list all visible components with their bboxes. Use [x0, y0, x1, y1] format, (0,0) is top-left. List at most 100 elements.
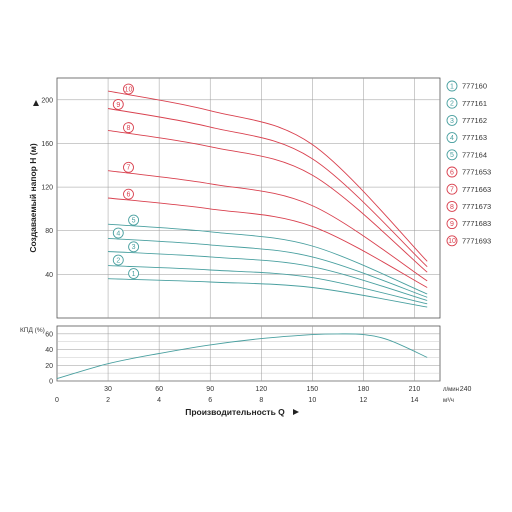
head-curve-10: [108, 90, 428, 262]
x-axis-unit-m3h: м³/ч: [443, 398, 454, 404]
head-y-tick-label: 120: [41, 185, 53, 192]
x-tick-label-lpm: 120: [255, 386, 267, 393]
x-axis-arrow: [293, 409, 299, 415]
x-tick-label-m3h: 14: [411, 397, 419, 404]
x-tick-label-lpm: 180: [358, 386, 370, 393]
head-curve-6: [108, 197, 428, 288]
head-curve-badge-3: [128, 241, 140, 253]
head-curve-badge-label: 2: [116, 257, 120, 264]
head-curve-2: [108, 265, 428, 305]
efficiency-y-ticks: 0 20 40 60: [45, 331, 53, 385]
legend-badge-10: [446, 235, 458, 247]
legend-badge-6: [446, 166, 458, 178]
x-tick-label-lpm: 240: [460, 386, 472, 393]
head-y-axis-arrow: [33, 100, 39, 106]
head-curve-1: [108, 278, 428, 308]
legend-entry-777162: 777162: [462, 116, 487, 125]
head-y-ticks: 40 80 120 160 200: [41, 97, 53, 279]
legend-badge-9: [446, 218, 458, 230]
legend-badge-label: 7: [450, 187, 454, 194]
legend-entry-777164: 777164: [462, 150, 487, 159]
head-curve-badge-label: 6: [127, 192, 131, 199]
legend-badge-4: [446, 132, 458, 144]
head-curve-badge-5: [128, 214, 140, 226]
x-tick-label-lpm: 30: [104, 386, 112, 393]
head-curve-9: [108, 108, 428, 268]
legend-entry-777161: 777161: [462, 99, 487, 108]
legend-entry-7771673: 7771673: [462, 202, 491, 211]
x-tick-label-m3h: 6: [208, 397, 212, 404]
x-tick-label-lpm: 60: [155, 386, 163, 393]
legend-badge-8: [446, 200, 458, 212]
head-curve-5: [108, 223, 428, 295]
legend-entry-777160: 777160: [462, 82, 487, 91]
head-curve-badge-label: 5: [132, 217, 136, 224]
legend-entry-7771693: 7771693: [462, 236, 491, 245]
head-curve-badge-6: [123, 188, 134, 200]
efficiency-curve: [56, 333, 428, 380]
x-axis-ticks-m3h: 0 2 4 6 8 10 12 14: [55, 397, 418, 404]
head-curve-badge-label: 1: [132, 271, 136, 278]
head-curve-labels: 1 2 3 4 5 6 7 8 9 10: [112, 83, 140, 279]
x-tick-label-m3h: 8: [259, 397, 263, 404]
x-tick-label-m3h: 12: [360, 397, 368, 404]
x-axis-ticks-lpm: 30 60 90 120 150 180 210 240: [104, 386, 471, 393]
head-y-tick-label: 160: [41, 141, 53, 148]
head-curve-badge-label: 9: [116, 102, 120, 109]
x-tick-label-lpm: 150: [306, 386, 318, 393]
head-curve-badge-9: [112, 98, 124, 110]
legend-badge-label: 5: [450, 152, 454, 159]
legend-badge-label: 1: [450, 83, 454, 90]
x-tick-label-m3h: 4: [157, 397, 161, 404]
efficiency-y-tick-label: 20: [45, 363, 53, 370]
x-tick-label-m3h: 2: [106, 397, 110, 404]
legend-badge-label: 6: [450, 169, 454, 176]
legend-badge-1: [446, 80, 458, 92]
head-y-axis-title: Создаваемый напор H (м): [28, 143, 38, 253]
head-curve-badge-label: 10: [125, 86, 133, 93]
head-y-tick-label: 80: [45, 228, 53, 235]
efficiency-y-tick-label: 60: [45, 331, 53, 338]
x-tick-label-m3h: 0: [55, 397, 59, 404]
head-curve-8: [108, 129, 428, 273]
head-curve-badge-1: [128, 268, 140, 279]
x-axis-unit-lpm: л/мин: [443, 387, 459, 393]
legend-badge-7: [446, 183, 458, 195]
legend-badge-5: [446, 149, 458, 161]
x-axis-title: Производительность Q: [185, 407, 285, 417]
legend-badge-2: [446, 97, 458, 109]
efficiency-y-tick-label: 40: [45, 347, 53, 354]
legend-badge-label: 3: [450, 118, 454, 125]
head-curve-badge-8: [123, 122, 134, 134]
efficiency-line: [56, 333, 428, 380]
legend-badge-label: 10: [448, 238, 456, 245]
head-y-tick-label: 40: [45, 272, 53, 279]
legend-badge-label: 4: [450, 135, 454, 142]
head-curve-badge-label: 8: [127, 125, 131, 132]
legend-badge-label: 9: [450, 221, 454, 228]
x-tick-label-lpm: 90: [206, 386, 214, 393]
head-curve-badge-4: [112, 227, 124, 239]
head-curve-badge-label: 4: [116, 230, 120, 237]
efficiency-y-axis-title: КПД (%): [20, 327, 45, 334]
legend-badge-label: 8: [450, 204, 454, 211]
head-curves: [108, 90, 428, 308]
head-plot-frame: [56, 77, 441, 319]
head-y-tick-label: 200: [41, 97, 53, 104]
head-curve-badge-2: [112, 254, 124, 266]
efficiency-plot-frame: [56, 325, 441, 382]
efficiency-grid: [57, 326, 440, 382]
head-curve-badge-label: 7: [127, 165, 131, 172]
legend-entry-7771683: 7771683: [462, 219, 491, 228]
head-curve-4: [108, 237, 428, 298]
efficiency-y-tick-label: 0: [49, 379, 53, 386]
head-curve-3: [108, 251, 428, 301]
legend-badge-3: [446, 114, 458, 126]
x-tick-label-m3h: 10: [308, 397, 316, 404]
legend-entry-777163: 777163: [462, 133, 487, 142]
legend-badge-label: 2: [450, 101, 454, 108]
legend: 1 777160 2 777161 3 777162 4 777163 5 777164 6 7771…: [446, 80, 491, 247]
head-curve-badge-10: [123, 83, 134, 95]
head-curve-7: [108, 170, 428, 282]
